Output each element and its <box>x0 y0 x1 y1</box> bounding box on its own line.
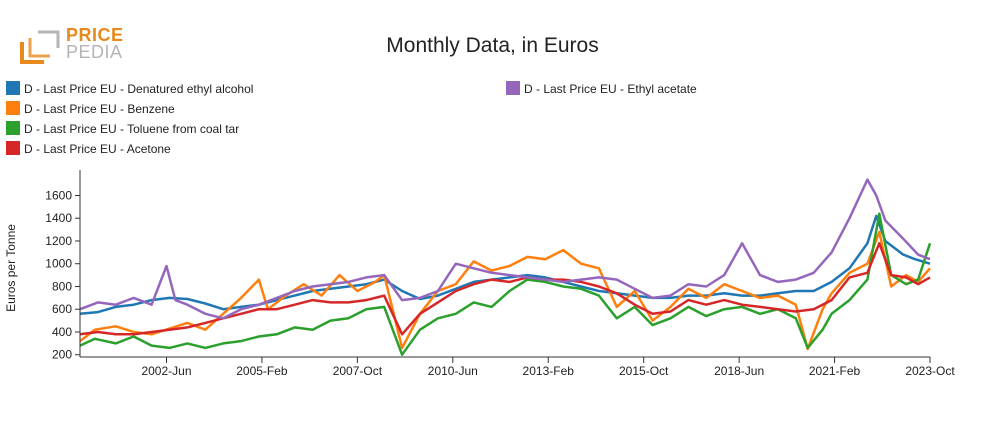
legend-item-ethyl-acetate[interactable]: D - Last Price EU - Ethyl acetate <box>506 81 697 97</box>
x-tick-label: 2007-Oct <box>333 364 383 378</box>
y-tick-label: 1200 <box>45 234 72 248</box>
legend-item-acetone[interactable]: D - Last Price EU - Acetone <box>6 141 171 157</box>
series-line-3 <box>79 242 931 336</box>
legend-swatch <box>6 141 20 155</box>
legend-swatch <box>6 101 20 115</box>
legend-swatch <box>6 81 20 95</box>
x-tick-label: 2010-Jun <box>428 364 478 378</box>
x-tick-label: 2002-Jun <box>141 364 191 378</box>
x-tick-label: 2015-Oct <box>619 364 669 378</box>
y-axis-label: Euros per Tonne <box>4 224 18 312</box>
legend-label: D - Last Price EU - Benzene <box>24 102 175 116</box>
legend-swatch <box>6 121 20 135</box>
x-tick-label: 2005-Feb <box>236 364 288 378</box>
x-tick-label: 2021-Feb <box>809 364 861 378</box>
y-tick-label: 400 <box>52 325 72 339</box>
logo-text-pedia: PEDIA <box>66 42 123 62</box>
legend-item-toluene[interactable]: D - Last Price EU - Toluene from coal ta… <box>6 121 239 137</box>
series-line-1 <box>79 230 931 351</box>
pricepedia-logo: PRICE PEDIA <box>18 18 128 74</box>
y-tick-label: 800 <box>52 279 72 293</box>
legend-label: D - Last Price EU - Denatured ethyl alco… <box>24 82 254 96</box>
y-tick-label: 1600 <box>45 188 72 202</box>
x-tick-label: 2023-Oct <box>905 364 955 378</box>
series-line-0 <box>79 214 931 316</box>
x-tick-label: 2013-Feb <box>523 364 575 378</box>
y-tick-label: 200 <box>52 348 72 362</box>
chart-title: Monthly Data, in Euros <box>386 34 599 57</box>
legend-label: D - Last Price EU - Ethyl acetate <box>524 82 697 96</box>
logo-text-price: PRICE <box>66 25 124 45</box>
series-line-4 <box>79 178 931 320</box>
legend-item-ethyl-alcohol[interactable]: D - Last Price EU - Denatured ethyl alco… <box>6 81 253 97</box>
series-line-2 <box>79 212 932 356</box>
x-tick-label: 2018-Jun <box>714 364 764 378</box>
axis-layer: 200 400 600 800 1000 1200 1400 1600 2002-Jun 2005… <box>4 170 955 378</box>
legend-label: D - Last Price EU - Acetone <box>24 142 171 156</box>
series-layer <box>79 178 932 356</box>
y-tick-label: 600 <box>52 302 72 316</box>
legend-item-benzene[interactable]: D - Last Price EU - Benzene <box>6 101 175 117</box>
legend-swatch <box>506 81 520 95</box>
legend-label: D - Last Price EU - Toluene from coal ta… <box>24 122 240 136</box>
y-tick-label: 1400 <box>45 211 72 225</box>
pricepedia-bracket-logo-icon <box>20 30 60 64</box>
y-tick-label: 1000 <box>45 257 72 271</box>
